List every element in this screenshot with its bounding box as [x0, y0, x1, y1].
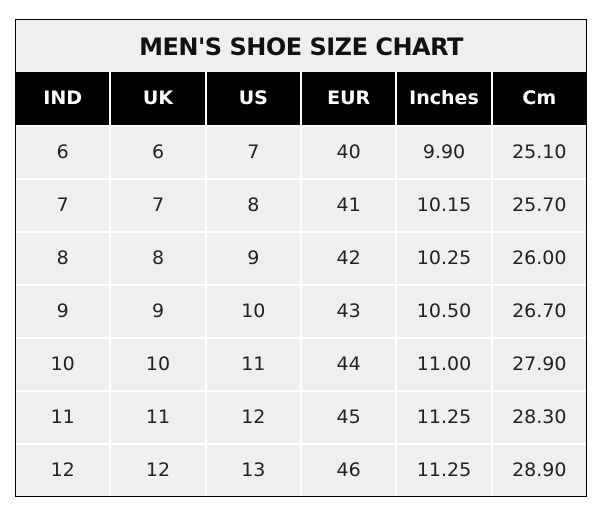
table-row: 7 7 8 41 10.15 25.70: [16, 178, 586, 231]
size-chart-table: MEN'S SHOE SIZE CHART IND UK US EUR Inches Cm…: [15, 19, 587, 497]
table-cell: 27.90: [512, 353, 567, 375]
table-row: 8 8 9 42 10.25 26.00: [16, 231, 586, 284]
table-cell: 10.50: [397, 286, 493, 337]
table-cell: 10.15: [397, 180, 493, 231]
table-cell: 11: [16, 392, 112, 443]
table-cell: 7: [16, 180, 112, 231]
table-row: 9 9 10 43 10.50 26.70: [16, 284, 586, 337]
table-body: 6 6 7 40 9.90 25.10 7 7 8 41 10.15 25.70 8 8 9 42 10.25 2…: [16, 125, 586, 496]
table-cell: 11: [207, 339, 302, 390]
table-cell: 12: [207, 392, 302, 443]
table-cell: 11.00: [397, 339, 493, 390]
column-header: IND: [16, 72, 112, 125]
table-cell: 40: [302, 127, 398, 178]
table-cell: 26.00: [512, 247, 567, 269]
table-cell: 12: [111, 445, 207, 496]
column-header: Cm: [522, 87, 557, 109]
table-cell: 9.90: [397, 127, 493, 178]
table-row: 11 11 12 45 11.25 28.30: [16, 390, 586, 443]
table-row: 6 6 7 40 9.90 25.10: [16, 125, 586, 178]
column-header: Inches: [397, 72, 493, 125]
table-cell: 12: [16, 445, 112, 496]
table-cell: 6: [111, 127, 207, 178]
table-cell: 10.25: [397, 233, 493, 284]
table-cell: 25.70: [512, 194, 567, 216]
table-cell: 6: [16, 127, 112, 178]
table-cell: 8: [111, 233, 207, 284]
table-cell: 26.70: [512, 300, 567, 322]
table-cell: 43: [302, 286, 398, 337]
table-cell: 28.90: [512, 459, 567, 481]
table-cell: 9: [207, 233, 302, 284]
table-cell: 46: [302, 445, 398, 496]
table-cell: 8: [207, 180, 302, 231]
table-cell: 28.30: [512, 406, 567, 428]
table-cell: 45: [302, 392, 398, 443]
table-cell: 10: [16, 339, 112, 390]
table-cell: 11.25: [397, 445, 493, 496]
header-row: IND UK US EUR Inches Cm: [16, 72, 586, 125]
table-cell: 10: [111, 339, 207, 390]
table-cell: 42: [302, 233, 398, 284]
table-cell: 9: [16, 286, 112, 337]
table-cell: 11: [111, 392, 207, 443]
table-row: 10 10 11 44 11.00 27.90: [16, 337, 586, 390]
table-cell: 7: [207, 127, 302, 178]
table-row: 12 12 13 46 11.25 28.90: [16, 443, 586, 496]
table-cell: 8: [16, 233, 112, 284]
column-header: US: [207, 72, 302, 125]
table-cell: 7: [111, 180, 207, 231]
table-cell: 25.10: [512, 141, 567, 163]
column-header: UK: [111, 72, 207, 125]
table-cell: 13: [207, 445, 302, 496]
column-header: EUR: [302, 72, 398, 125]
table-cell: 11.25: [397, 392, 493, 443]
table-cell: 10: [207, 286, 302, 337]
table-cell: 44: [302, 339, 398, 390]
table-title: MEN'S SHOE SIZE CHART: [139, 33, 463, 61]
table-cell: 9: [111, 286, 207, 337]
table-cell: 41: [302, 180, 398, 231]
